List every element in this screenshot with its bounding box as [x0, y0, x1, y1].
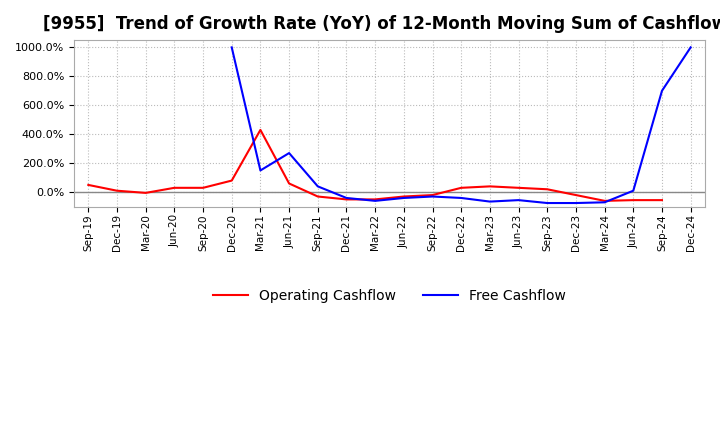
Title: [9955]  Trend of Growth Rate (YoY) of 12-Month Moving Sum of Cashflows: [9955] Trend of Growth Rate (YoY) of 12-… — [42, 15, 720, 33]
Free Cashflow — [543, 200, 552, 205]
Free Cashflow — [600, 200, 609, 205]
Free Cashflow — [629, 188, 638, 193]
Free Cashflow — [285, 150, 294, 156]
Operating Cashflow — [285, 181, 294, 186]
Operating Cashflow — [485, 184, 494, 189]
Operating Cashflow — [543, 187, 552, 192]
Operating Cashflow — [457, 185, 466, 191]
Operating Cashflow — [256, 127, 265, 132]
Free Cashflow — [657, 88, 666, 93]
Free Cashflow — [342, 195, 351, 201]
Free Cashflow — [428, 194, 437, 199]
Free Cashflow — [514, 198, 523, 203]
Operating Cashflow — [629, 198, 638, 203]
Free Cashflow — [572, 200, 580, 205]
Free Cashflow — [371, 198, 379, 203]
Operating Cashflow — [228, 178, 236, 183]
Free Cashflow — [485, 199, 494, 204]
Operating Cashflow — [112, 188, 121, 193]
Line: Operating Cashflow: Operating Cashflow — [89, 130, 662, 201]
Operating Cashflow — [400, 194, 408, 199]
Operating Cashflow — [600, 198, 609, 203]
Operating Cashflow — [199, 185, 207, 191]
Free Cashflow — [686, 45, 695, 50]
Free Cashflow — [256, 168, 265, 173]
Line: Free Cashflow: Free Cashflow — [232, 48, 690, 203]
Operating Cashflow — [572, 192, 580, 198]
Operating Cashflow — [141, 190, 150, 195]
Free Cashflow — [400, 195, 408, 201]
Legend: Operating Cashflow, Free Cashflow: Operating Cashflow, Free Cashflow — [207, 283, 572, 308]
Operating Cashflow — [371, 197, 379, 202]
Free Cashflow — [228, 45, 236, 50]
Operating Cashflow — [342, 197, 351, 202]
Free Cashflow — [457, 195, 466, 201]
Free Cashflow — [313, 184, 322, 189]
Operating Cashflow — [428, 192, 437, 198]
Operating Cashflow — [313, 194, 322, 199]
Operating Cashflow — [84, 182, 93, 187]
Operating Cashflow — [657, 198, 666, 203]
Operating Cashflow — [170, 185, 179, 191]
Operating Cashflow — [514, 185, 523, 191]
